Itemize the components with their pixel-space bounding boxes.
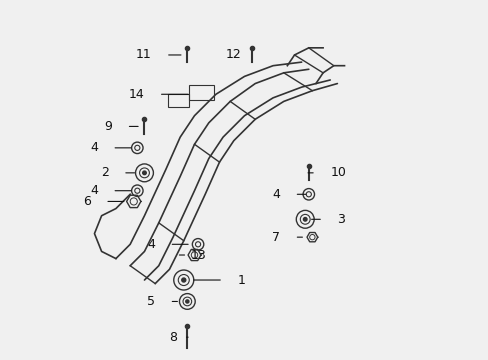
Text: 1: 1 [237, 274, 244, 287]
Text: 11: 11 [136, 49, 151, 62]
Text: 3: 3 [337, 213, 345, 226]
Text: 4: 4 [147, 238, 155, 251]
Text: 14: 14 [128, 88, 144, 101]
Text: 5: 5 [147, 295, 155, 308]
Text: 9: 9 [104, 120, 112, 133]
Text: 10: 10 [329, 166, 346, 179]
Circle shape [182, 278, 185, 282]
Text: 2: 2 [101, 166, 108, 179]
Text: 7: 7 [272, 231, 280, 244]
Circle shape [303, 217, 306, 221]
Circle shape [185, 300, 188, 303]
Text: 4: 4 [90, 184, 98, 197]
Text: 4: 4 [272, 188, 280, 201]
Text: 12: 12 [224, 49, 241, 62]
Text: 6: 6 [83, 195, 91, 208]
Text: 4: 4 [90, 141, 98, 154]
Text: 8: 8 [168, 331, 176, 344]
Circle shape [142, 171, 146, 175]
Text: 13: 13 [190, 248, 206, 261]
